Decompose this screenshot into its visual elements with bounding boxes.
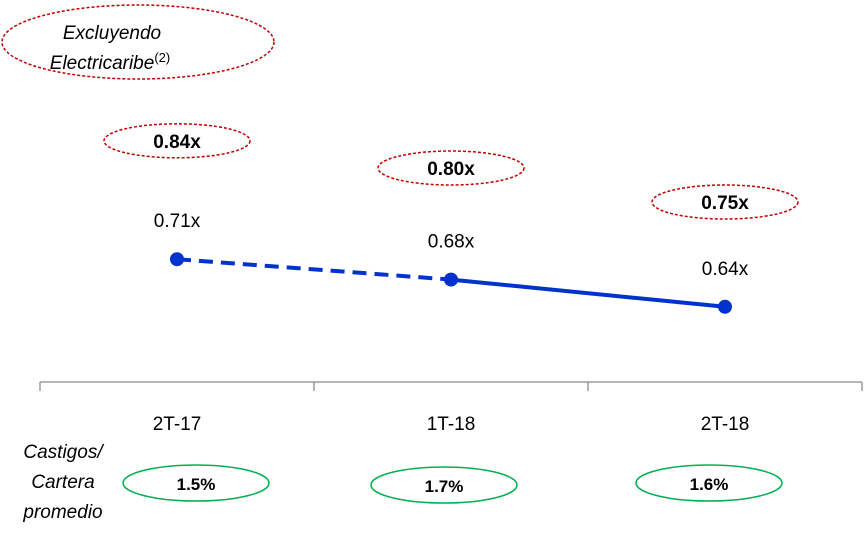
writeoff-value: 1.5% (177, 475, 216, 494)
x-tick-label: 1T-18 (427, 414, 476, 435)
excluding-note-superscript: (2) (154, 50, 170, 65)
data-point (718, 299, 732, 314)
writeoffs-label-line3: promedio (22, 502, 102, 523)
writeoff-value: 1.7% (425, 477, 464, 496)
excluding-note: Excluyendo Electricaribe(2) (1, 4, 275, 80)
excluding-value-label: 0.75x (701, 193, 749, 214)
excluding-value-label: 0.84x (153, 132, 201, 153)
x-tick-label: 2T-17 (153, 414, 202, 435)
writeoffs-label: Castigos/ Cartera promedio (22, 442, 104, 523)
writeoffs-label-line1: Castigos/ (23, 442, 104, 463)
writeoff-value: 1.6% (690, 475, 729, 494)
excluding-values: 0.84x 0.80x 0.75x (103, 123, 799, 220)
excluding-note-line1: Excluyendo (63, 23, 161, 44)
excluding-note-line2: Electricaribe(2) (50, 50, 170, 74)
writeoffs-label-line2: Cartera (31, 472, 94, 493)
data-label: 0.71x (154, 211, 201, 232)
writeoffs-values: 1.5% 1.7% 1.6% (122, 464, 783, 504)
data-point (170, 252, 184, 267)
writeoff-ellipse (370, 466, 518, 504)
writeoff-ellipse (122, 464, 270, 502)
data-label: 0.64x (702, 259, 749, 280)
series-line-segment (176, 257, 452, 282)
excluding-note-text2: Electricaribe (50, 53, 155, 74)
series-line-segment (450, 277, 726, 309)
x-tick-label: 2T-18 (701, 414, 750, 435)
excluding-note-ellipse (1, 4, 275, 80)
excluding-value-ellipse (377, 150, 525, 186)
writeoff-ellipse (635, 464, 783, 502)
excluding-value-ellipse (651, 184, 799, 220)
excluding-value-ellipse (103, 123, 251, 159)
data-point (444, 272, 458, 287)
series: 0.71x 0.68x 0.64x (154, 211, 749, 314)
excluding-value-label: 0.80x (427, 159, 475, 180)
x-axis: 2T-17 1T-18 2T-18 (39, 381, 863, 435)
data-label: 0.68x (428, 232, 475, 253)
